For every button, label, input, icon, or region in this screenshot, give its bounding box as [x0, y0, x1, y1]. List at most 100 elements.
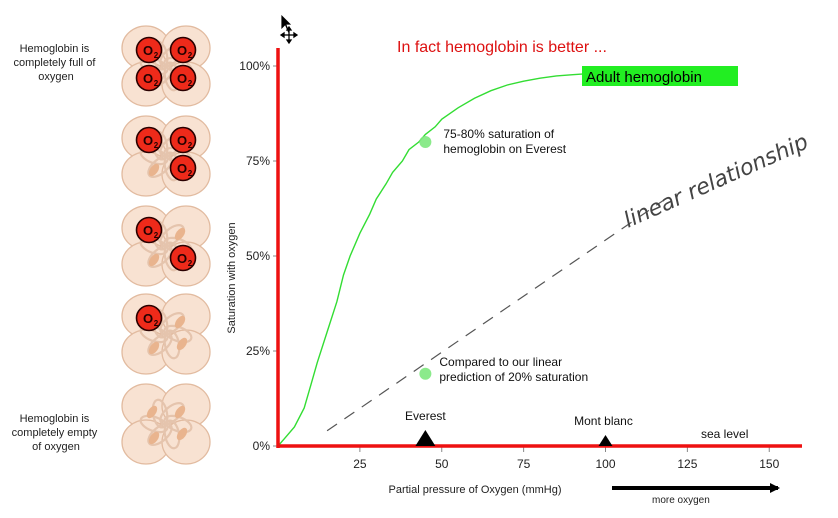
oxygen-circle — [169, 126, 197, 154]
legend-box — [582, 66, 738, 86]
altitude-marker-label: Everest — [405, 409, 446, 423]
hemoglobin-molecule: O 2 O 2O 2 — [121, 115, 211, 197]
annotation-point — [419, 136, 432, 148]
y-tick-label: 25% — [246, 344, 270, 358]
full-hemoglobin-label: Hemoglobin is completely full of oxygen — [14, 43, 99, 83]
altitude-markers: Everest Mont blanc — [405, 409, 633, 446]
y-tick-label: 0% — [253, 439, 271, 453]
y-axis-label: Saturation with oxygen — [226, 222, 238, 333]
heme-binding-site — [174, 315, 186, 329]
oxygen-circle — [169, 36, 197, 64]
heme-binding-site — [146, 405, 158, 419]
x-axis-label: Partial pressure of Oxygen (mmHg) — [389, 484, 562, 496]
altitude-marker-label: Mont blanc — [574, 414, 633, 428]
oxygen-symbol: O — [177, 43, 187, 58]
oxygen-circle — [169, 244, 197, 272]
series-layer — [277, 72, 672, 447]
y-tick-label: 50% — [246, 249, 270, 263]
heme-binding-site — [174, 405, 186, 419]
sea-level-label: sea level — [701, 427, 748, 441]
protein-chain-loop — [159, 312, 185, 336]
x-tick-label: 50 — [435, 457, 449, 471]
x-tick-label: 25 — [353, 457, 367, 471]
oxygen-subscript: 2 — [188, 141, 193, 150]
oxygen-circle — [169, 64, 197, 92]
oxygen-subscript: 2 — [154, 319, 159, 328]
oxygen-subscript: 2 — [154, 231, 159, 240]
oxygen-circle — [135, 36, 163, 64]
adult-hemoglobin-curve — [277, 72, 606, 447]
x-axis-ticks: 25 50 75 100 125 150 — [353, 446, 780, 471]
protein-chain-loop — [139, 414, 169, 434]
heme-binding-site — [174, 227, 186, 241]
oxygen-subscript: 2 — [154, 141, 159, 150]
altitude-marker — [598, 435, 613, 446]
heme-binding-site — [176, 427, 188, 441]
heme-binding-site — [148, 253, 160, 267]
y-tick-label: 100% — [239, 59, 270, 73]
oxygen-symbol: O — [177, 161, 187, 176]
oxygen-subscript: 2 — [188, 79, 193, 88]
x-tick-label: 125 — [677, 457, 697, 471]
hemoglobin-panel: Hemoglobin is completely full of oxygen … — [12, 25, 211, 465]
empty-hemoglobin-label: Hemoglobin is completely empty of oxygen — [12, 413, 101, 453]
hemoglobin-molecule: O 2O 2 — [121, 205, 211, 287]
protein-chain-loop — [147, 244, 173, 268]
oxygen-subscript: 2 — [188, 169, 193, 178]
oxygen-circle — [135, 126, 163, 154]
oxygen-symbol: O — [177, 251, 187, 266]
hemoglobin-molecule: O 2 O 2O 2 O 2 — [121, 25, 211, 107]
protein-chain-loop — [147, 332, 173, 356]
oxygen-symbol: O — [143, 223, 153, 238]
annotated-points: 75-80% saturation of hemoglobin on Everes… — [419, 127, 588, 384]
protein-chain-loop — [163, 324, 193, 344]
y-tick-label: 75% — [246, 154, 270, 168]
x-tick-label: 150 — [759, 457, 779, 471]
oxygen-subscript: 2 — [154, 51, 159, 60]
more-oxygen-indicator: more oxygen — [612, 483, 780, 506]
protein-chain-loop — [147, 154, 173, 178]
linear-relationship-line — [326, 194, 672, 432]
hemoglobin-molecule — [121, 383, 211, 465]
annotation-label: 75-80% saturation of hemoglobin on Everes… — [443, 127, 566, 156]
annotation-point — [419, 367, 432, 380]
oxygen-subscript: 2 — [188, 259, 193, 268]
heme-binding-site — [148, 431, 160, 445]
oxygen-symbol: O — [177, 133, 187, 148]
protein-chain-loop — [159, 224, 185, 248]
legend: Adult hemoglobin — [582, 66, 738, 86]
oxygen-circle — [135, 64, 163, 92]
annotation-label: Compared to our linear prediction of 20% … — [439, 355, 588, 384]
y-axis-ticks: 0% 25% 50% 75% 100% — [239, 59, 278, 453]
oxygen-circle — [135, 304, 163, 332]
linear-relationship-annotation: linear relationship — [620, 130, 812, 234]
oxygen-symbol: O — [143, 133, 153, 148]
heme-binding-site — [148, 341, 160, 355]
move-cursor-icon — [279, 25, 299, 45]
oxygen-symbol: O — [177, 71, 187, 86]
oxygen-dissociation-chart: In fact hemoglobin is better ... 0% 25% 50… — [226, 39, 812, 506]
protein-chain-loop — [163, 414, 193, 434]
oxygen-symbol: O — [143, 311, 153, 326]
protein-chain-loop — [159, 402, 185, 426]
heme-binding-site — [176, 337, 188, 351]
oxygen-subscript: 2 — [188, 51, 193, 60]
chart-title: In fact hemoglobin is better ... — [397, 39, 607, 56]
oxygen-circle — [135, 216, 163, 244]
oxygen-circle — [169, 154, 197, 182]
x-tick-label: 100 — [595, 457, 615, 471]
oxygen-symbol: O — [143, 71, 153, 86]
more-oxygen-label: more oxygen — [652, 495, 710, 506]
oxygen-subscript: 2 — [154, 79, 159, 88]
altitude-marker — [415, 430, 436, 446]
heme-binding-site — [148, 163, 160, 177]
